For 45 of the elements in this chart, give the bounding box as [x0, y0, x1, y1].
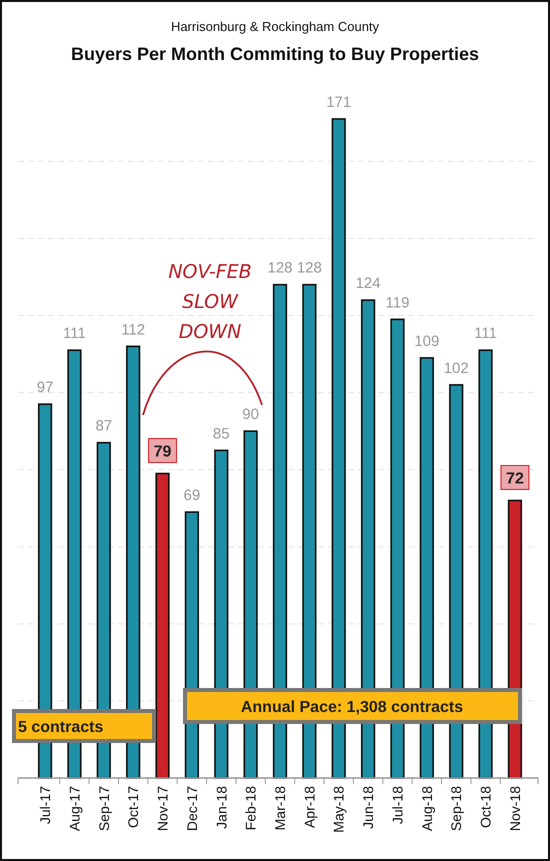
x-tick-label: May-18 [330, 786, 347, 833]
annotation: 5 contracts [18, 719, 104, 736]
data-label: 128 [296, 260, 322, 277]
x-tick-label: Aug-18 [418, 786, 435, 832]
callout-box: 5 contracts [12, 709, 156, 743]
x-tick-label: Dec-17 [184, 786, 200, 832]
data-label: 119 [386, 294, 410, 312]
data-label: 109 [414, 332, 440, 350]
data-label: 85 [212, 425, 230, 442]
data-label: 111 [474, 325, 497, 342]
x-tick-label: Jul-17 [37, 786, 54, 824]
data-label: 97 [36, 379, 54, 396]
x-tick-label: Sep-18 [448, 786, 464, 832]
data-label: 111 [63, 325, 86, 342]
bar [214, 450, 228, 779]
data-label: 124 [356, 275, 381, 292]
x-tick-label: Sep-17 [96, 786, 112, 832]
callout-box: Annual Pace: 1,308 contracts [183, 688, 522, 724]
x-tick-label: Jun-18 [360, 786, 376, 829]
x-tick-label: Mar-18 [272, 786, 288, 830]
data-label: 128 [267, 260, 293, 277]
bar [126, 346, 140, 779]
annotation: Annual Pace: 1,308 contracts [240, 699, 464, 716]
annotation: NOV-FEB SLOW DOWN [168, 261, 252, 343]
x-tick-label: Oct-18 [478, 786, 494, 828]
chart-title: Buyers Per Month Commiting to Buy Properties [70, 44, 480, 64]
x-tick-label: Feb-18 [242, 786, 259, 830]
x-tick-label: Jul-18 [389, 786, 406, 824]
data-label: 171 [326, 94, 352, 111]
chart-subtitle: Harrisonburg & Rockingham County [170, 19, 380, 34]
data-label: 87 [95, 418, 112, 435]
x-tick-label: Apr-18 [301, 786, 318, 828]
x-tick-label: Nov-18 [506, 786, 523, 832]
data-label: 72 [506, 470, 524, 488]
data-label: 69 [184, 487, 200, 504]
x-tick-label: Aug-17 [66, 786, 82, 832]
x-tick-label: Nov-17 [154, 786, 171, 832]
bar [155, 472, 170, 779]
data-label: 112 [121, 321, 146, 338]
bar [478, 349, 493, 779]
data-label: 90 [242, 406, 259, 424]
x-tick-label: Oct-17 [125, 786, 142, 828]
data-label: 79 [154, 444, 172, 461]
data-label: 102 [444, 360, 469, 377]
x-tick-label: Jan-18 [213, 786, 230, 829]
